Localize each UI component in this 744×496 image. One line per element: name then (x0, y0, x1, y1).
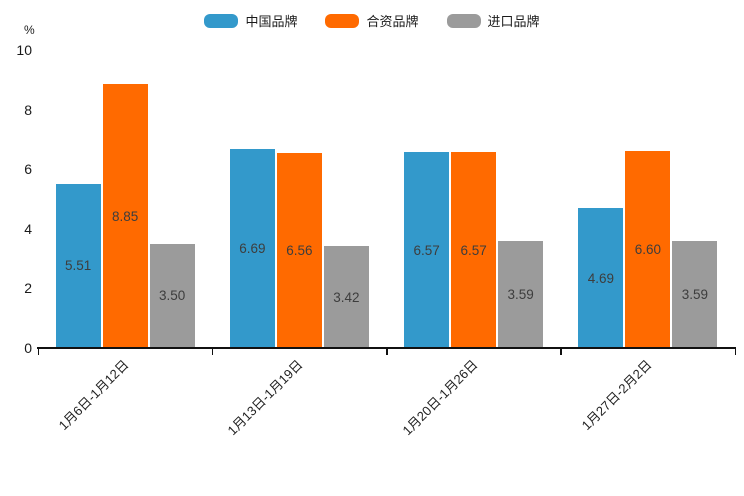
y-tick-label: 2 (24, 280, 32, 297)
legend-swatch-icon (446, 13, 481, 28)
bar: 6.60 (625, 151, 671, 348)
y-tick-label: 0 (24, 340, 32, 356)
x-axis-tick (560, 349, 562, 355)
bar-value-label: 4.69 (587, 270, 615, 286)
bar: 5.51 (55, 183, 101, 348)
bar-value-label: 3.59 (681, 287, 709, 302)
plot-area: 5.51 6.69 6.57 4.69 8.85 6.56 6.57 6.60 3.50 3.42… (38, 50, 735, 348)
bar: 3.42 (323, 246, 369, 348)
legend-label: 合资品牌 (366, 14, 419, 29)
legend-label: 中国品牌 (245, 14, 298, 29)
bar-value-label: 6.60 (634, 242, 662, 258)
bar: 4.69 (578, 208, 624, 348)
y-axis-unit-label: % (24, 23, 35, 37)
x-axis-tick (734, 349, 736, 355)
bar: 6.56 (276, 152, 322, 348)
bar-value-label: 6.57 (460, 242, 487, 258)
bar: 3.50 (149, 243, 195, 348)
x-axis-tick (37, 349, 39, 355)
y-tick-label: 6 (24, 161, 32, 178)
x-category-label: 1月13日-1月19日 (224, 357, 306, 439)
legend-item[interactable]: 合资品牌 (325, 11, 419, 30)
x-category-label: 1月27日-2月2日 (578, 357, 655, 434)
y-tick-label: 10 (16, 42, 32, 58)
x-category-label: 1月6日-1月12日 (55, 357, 132, 434)
bar-value-label: 5.51 (64, 258, 92, 274)
bar: 6.57 (451, 152, 497, 348)
bar: 3.59 (672, 241, 718, 348)
x-axis-tick (386, 349, 388, 355)
x-axis-tick (211, 349, 214, 355)
bar-value-label: 3.42 (333, 289, 360, 305)
bar: 3.59 (498, 241, 544, 348)
bar: 6.69 (229, 148, 275, 348)
bar: 8.85 (102, 84, 148, 348)
legend-label: 进口品牌 (487, 14, 540, 29)
x-category-label: 1月20日-1月26日 (399, 357, 481, 439)
legend-swatch-icon (204, 13, 239, 28)
bar: 6.57 (404, 152, 450, 348)
bar-value-label: 6.69 (239, 240, 266, 256)
bar-value-label: 6.56 (286, 242, 313, 258)
y-tick-label: 4 (24, 220, 32, 237)
legend: 中国品牌 合资品牌 进口品牌 (0, 11, 744, 30)
bar-value-label: 8.85 (111, 208, 139, 224)
bar-value-label: 3.50 (158, 288, 186, 304)
x-axis-line (37, 347, 736, 349)
legend-item[interactable]: 进口品牌 (446, 11, 540, 30)
y-tick-label: 8 (24, 101, 32, 118)
bar-value-label: 6.57 (413, 242, 440, 258)
legend-item[interactable]: 中国品牌 (204, 11, 297, 30)
bar-value-label: 3.59 (507, 287, 534, 302)
legend-swatch-icon (325, 13, 360, 28)
